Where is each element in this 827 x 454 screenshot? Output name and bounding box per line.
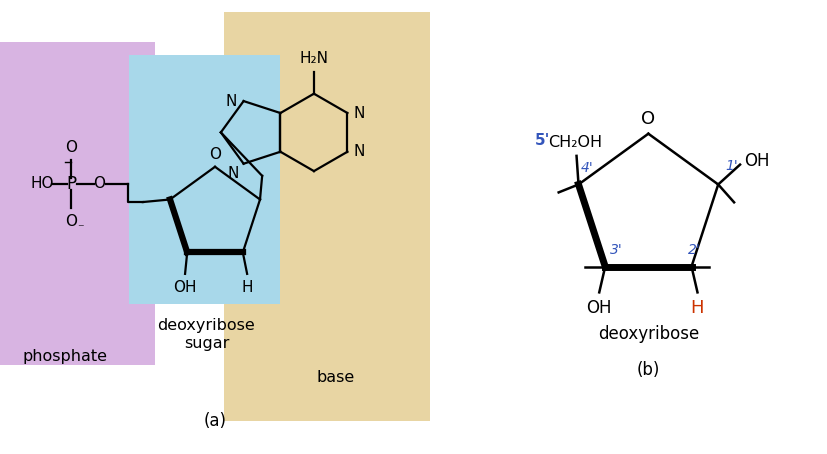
Text: 4': 4': [581, 161, 593, 174]
Bar: [129, 55, 280, 305]
Text: H: H: [691, 299, 705, 317]
Text: OH: OH: [744, 152, 769, 170]
Text: deoxyribose
sugar: deoxyribose sugar: [158, 318, 256, 350]
Bar: [0, 42, 155, 365]
Text: phosphate: phosphate: [22, 349, 107, 364]
Text: O: O: [209, 148, 221, 163]
Text: 1': 1': [725, 158, 739, 173]
Text: O: O: [65, 140, 77, 155]
Text: N: N: [354, 144, 366, 159]
Text: 2': 2': [687, 242, 700, 257]
Text: 3': 3': [610, 242, 623, 257]
Text: HO: HO: [30, 177, 54, 192]
Text: (b): (b): [637, 361, 660, 379]
Text: O: O: [65, 214, 77, 229]
Text: deoxyribose: deoxyribose: [598, 325, 699, 343]
Text: OH: OH: [174, 280, 197, 295]
Text: O: O: [93, 177, 105, 192]
Text: H₂N: H₂N: [299, 51, 328, 66]
Text: N: N: [354, 105, 366, 121]
Text: P: P: [66, 175, 76, 193]
Text: ⁻: ⁻: [78, 222, 84, 235]
Bar: [223, 12, 430, 420]
Text: (a): (a): [203, 411, 227, 429]
Text: N: N: [226, 94, 237, 109]
Text: O: O: [641, 110, 656, 128]
Text: 5': 5': [534, 133, 550, 148]
Text: N: N: [227, 166, 238, 181]
Text: base: base: [316, 370, 355, 385]
Text: H: H: [241, 280, 253, 295]
Text: OH: OH: [586, 299, 612, 317]
Text: CH₂OH: CH₂OH: [548, 134, 602, 149]
